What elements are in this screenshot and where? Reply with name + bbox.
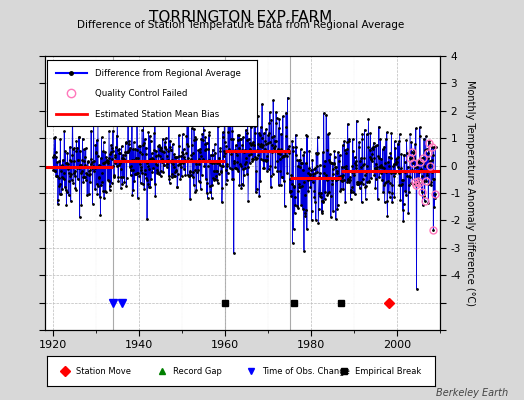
Text: Quality Control Failed: Quality Control Failed (95, 88, 188, 98)
Text: Station Move: Station Move (76, 366, 131, 376)
Text: TORRINGTON EXP FARM: TORRINGTON EXP FARM (149, 10, 333, 25)
Text: Record Gap: Record Gap (173, 366, 222, 376)
Text: Time of Obs. Change: Time of Obs. Change (263, 366, 350, 376)
Text: Berkeley Earth: Berkeley Earth (436, 388, 508, 398)
Y-axis label: Monthly Temperature Anomaly Difference (°C): Monthly Temperature Anomaly Difference (… (465, 80, 475, 306)
Text: Estimated Station Mean Bias: Estimated Station Mean Bias (95, 110, 220, 119)
Text: Empirical Break: Empirical Break (355, 366, 422, 376)
Text: Difference of Station Temperature Data from Regional Average: Difference of Station Temperature Data f… (78, 20, 405, 30)
Text: Difference from Regional Average: Difference from Regional Average (95, 69, 241, 78)
